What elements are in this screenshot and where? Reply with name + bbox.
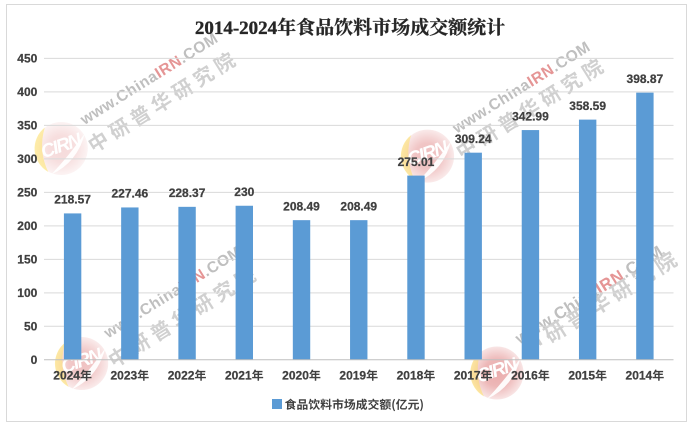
svg-text:227.46: 227.46 <box>111 187 148 201</box>
svg-text:358.59: 358.59 <box>569 99 606 113</box>
svg-text:2014: 2014 <box>626 369 653 383</box>
svg-text:2016: 2016 <box>511 369 538 383</box>
svg-text:230: 230 <box>234 185 254 199</box>
svg-text:450: 450 <box>17 52 37 66</box>
svg-text:350: 350 <box>17 119 37 133</box>
svg-text:208.49: 208.49 <box>283 199 320 213</box>
svg-text:200: 200 <box>17 219 37 233</box>
svg-text:2014-2024: 2014-2024 <box>195 18 278 39</box>
svg-text:2017: 2017 <box>454 369 481 383</box>
svg-text:2022: 2022 <box>168 369 195 383</box>
svg-text:50: 50 <box>24 320 38 334</box>
svg-text:2021: 2021 <box>225 369 252 383</box>
svg-text:228.37: 228.37 <box>169 186 206 200</box>
svg-text:2023: 2023 <box>111 369 138 383</box>
svg-text:342.99: 342.99 <box>512 109 549 123</box>
svg-text:275.01: 275.01 <box>398 155 435 169</box>
svg-text:150: 150 <box>17 253 37 267</box>
svg-text:100: 100 <box>17 286 37 300</box>
svg-text:0: 0 <box>31 353 38 367</box>
svg-text:400: 400 <box>17 85 37 99</box>
svg-text:2024: 2024 <box>53 369 80 383</box>
svg-text:218.57: 218.57 <box>54 193 91 207</box>
svg-text:208.49: 208.49 <box>340 199 377 213</box>
svg-text:250: 250 <box>17 186 37 200</box>
svg-text:398.87: 398.87 <box>627 72 664 86</box>
svg-text:2018: 2018 <box>397 369 424 383</box>
svg-text:309.24: 309.24 <box>455 132 492 146</box>
svg-text:2019: 2019 <box>339 369 366 383</box>
svg-text:300: 300 <box>17 152 37 166</box>
svg-text:2015: 2015 <box>568 369 595 383</box>
svg-text:2020: 2020 <box>282 369 309 383</box>
